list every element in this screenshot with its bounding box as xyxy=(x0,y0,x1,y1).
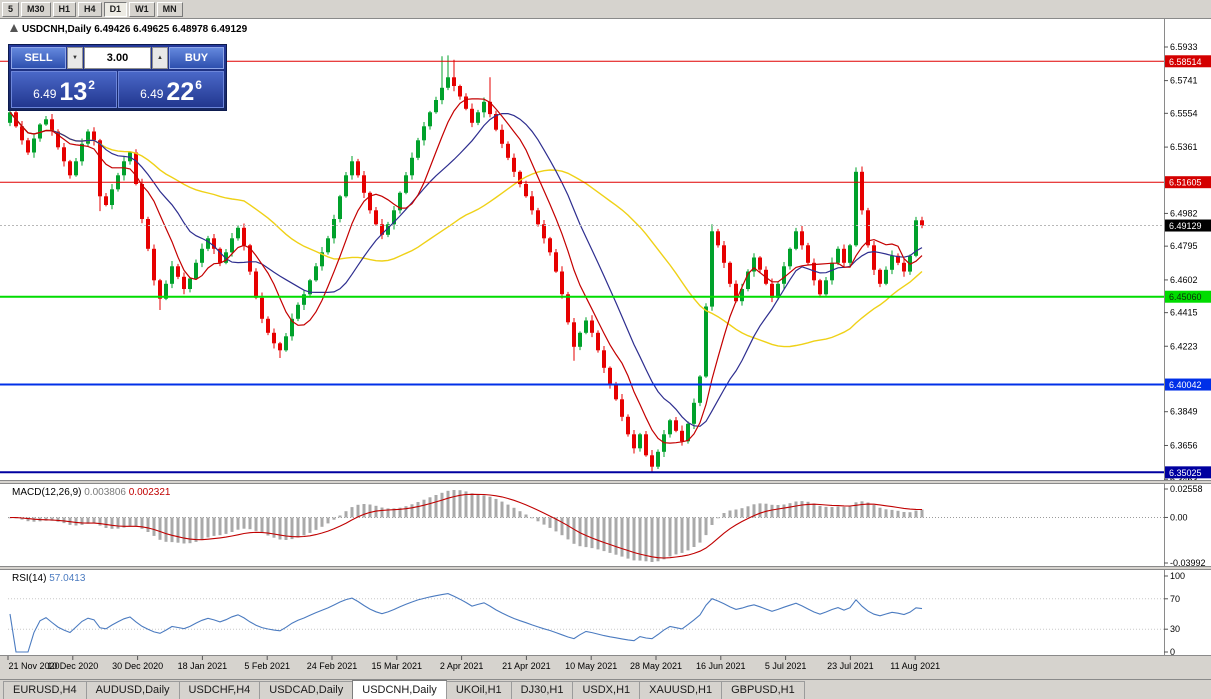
time-axis[interactable] xyxy=(0,655,1211,679)
volume-increase-button[interactable]: ▲ xyxy=(152,47,168,69)
svg-text:6.58514: 6.58514 xyxy=(1169,57,1202,67)
tab-usdchf-h4[interactable]: USDCHF,H4 xyxy=(178,681,261,699)
date-label: 28 May 2021 xyxy=(630,661,682,671)
date-label: 10 Dec 2020 xyxy=(47,661,98,671)
rsi-axis-label: 30 xyxy=(1170,624,1180,634)
rsi-label: RSI(14) 57.0413 xyxy=(12,573,86,584)
macd-histogram xyxy=(8,490,924,562)
date-label: 15 Mar 2021 xyxy=(372,661,423,671)
svg-text:6.51605: 6.51605 xyxy=(1169,178,1202,188)
tab-usdcnh-daily[interactable]: USDCNH,Daily xyxy=(352,680,447,699)
buy-button[interactable]: BUY xyxy=(169,47,224,69)
date-label: 24 Feb 2021 xyxy=(307,661,358,671)
price-tick-label: 6.5361 xyxy=(1170,142,1198,152)
price-tick-label: 6.5554 xyxy=(1170,108,1198,118)
macd-axis-label: -0.03992 xyxy=(1170,558,1206,568)
level-label-6.35025 xyxy=(1165,466,1211,479)
ma-line-mid-navy xyxy=(9,111,923,427)
volume-input[interactable]: 3.00 xyxy=(84,47,151,69)
tab-gbpusd-h1[interactable]: GBPUSD,H1 xyxy=(721,681,805,699)
level-label-6.51605 xyxy=(1165,176,1211,189)
bid-price-display[interactable]: 6.49 13 2 xyxy=(11,71,117,108)
date-label: 10 May 2021 xyxy=(565,661,617,671)
chart-title-icon xyxy=(10,24,18,32)
volume-decrease-button[interactable]: ▼ xyxy=(67,47,83,69)
ask-price-display[interactable]: 6.49 22 6 xyxy=(118,71,224,108)
bid-price-point: 2 xyxy=(88,78,95,92)
tab-ukoil-h1[interactable]: UKOil,H1 xyxy=(445,681,512,699)
trade-panel-controls: SELL ▼ 3.00 ▲ BUY xyxy=(11,47,224,69)
svg-text:6.35025: 6.35025 xyxy=(1169,468,1202,478)
timeframe-button-h1[interactable]: H1 xyxy=(52,1,77,17)
date-label: 5 Jul 2021 xyxy=(765,661,807,671)
candles-layer xyxy=(8,55,924,473)
timeframe-button-mn[interactable]: MN xyxy=(156,1,183,17)
separator-main-macd[interactable] xyxy=(0,480,1211,484)
tab-eurusd-h4[interactable]: EURUSD,H4 xyxy=(3,681,87,699)
tab-usdx-h1[interactable]: USDX,H1 xyxy=(572,681,641,699)
macd-axis-label: 0.02558 xyxy=(1170,484,1203,494)
ask-price-prefix: 6.49 xyxy=(140,87,164,101)
date-label: 23 Jul 2021 xyxy=(827,661,874,671)
price-tick-label: 6.4415 xyxy=(1170,308,1198,318)
ma-line-slow-yellow xyxy=(9,111,923,348)
price-tick-label: 6.4982 xyxy=(1170,208,1198,218)
svg-text:6.49129: 6.49129 xyxy=(1169,221,1202,231)
chart-title: USDCNH,Daily 6.49426 6.49625 6.48978 6.4… xyxy=(22,24,248,35)
date-label: 5 Feb 2021 xyxy=(244,661,290,671)
timeframe-button-d1[interactable]: D1 xyxy=(103,1,128,17)
level-label-6.58514 xyxy=(1165,55,1211,68)
ask-price-pips: 22 xyxy=(166,78,195,106)
chart-tabs: EURUSD,H4 AUDUSD,Daily USDCHF,H4 USDCAD,Dai… xyxy=(0,679,1211,699)
macd-signal-line xyxy=(9,493,923,559)
level-label-6.40042 xyxy=(1165,378,1211,391)
price-tick-label: 6.5741 xyxy=(1170,76,1198,86)
price-tick-label: 6.4795 xyxy=(1170,241,1198,251)
price-axis[interactable]: 6.5933 6.5741 6.5554 6.5361 6.4982 6.4795 6.46… xyxy=(1164,42,1211,484)
bid-price-prefix: 6.49 xyxy=(33,87,57,101)
date-label: 2 Apr 2021 xyxy=(440,661,484,671)
tab-usdcad-daily[interactable]: USDCAD,Daily xyxy=(259,681,354,699)
chevron-up-icon: ▲ xyxy=(157,55,163,61)
chevron-down-icon: ▼ xyxy=(72,55,78,61)
date-label: 21 Apr 2021 xyxy=(502,661,551,671)
trade-panel-quotes: 6.49 13 2 6.49 22 6 xyxy=(11,71,224,108)
timeframe-button-h4[interactable]: H4 xyxy=(78,1,102,17)
date-label: 16 Jun 2021 xyxy=(696,661,746,671)
rsi-axis-label: 70 xyxy=(1170,594,1180,604)
price-tick-label: 6.5933 xyxy=(1170,42,1198,52)
one-click-trading-panel: SELL ▼ 3.00 ▲ BUY 6.49 13 2 6.49 22 6 xyxy=(8,44,227,111)
rsi-axis-label: 0 xyxy=(1170,647,1175,657)
date-label: 11 Aug 2021 xyxy=(890,661,940,671)
date-label: 30 Dec 2020 xyxy=(112,661,163,671)
svg-text:6.40042: 6.40042 xyxy=(1169,380,1202,390)
price-tick-label: 6.3849 xyxy=(1170,407,1198,417)
date-label: 18 Jan 2021 xyxy=(178,661,228,671)
rsi-line xyxy=(9,593,923,653)
bid-price-pips: 13 xyxy=(59,78,88,106)
price-tick-label: 6.3463 xyxy=(1170,474,1198,484)
svg-text:6.45060: 6.45060 xyxy=(1169,292,1202,302)
level-label-6.45060 xyxy=(1165,290,1211,303)
date-label: 21 Nov 2020 xyxy=(8,661,59,671)
price-tick-label: 6.4223 xyxy=(1170,341,1198,351)
tab-xauusd-h1[interactable]: XAUUSD,H1 xyxy=(639,681,723,699)
separator-macd-rsi[interactable] xyxy=(0,566,1211,570)
macd-label: MACD(12,26,9) 0.003806 0.002321 xyxy=(12,487,171,498)
timeframe-toolbar: 5 M30 H1 H4 D1 W1 MN xyxy=(0,0,1211,18)
timeframe-button-5[interactable]: 5 xyxy=(2,1,20,17)
tab-audusd-daily[interactable]: AUDUSD,Daily xyxy=(85,681,180,699)
timeframe-button-m30[interactable]: M30 xyxy=(21,1,51,17)
ma-line-fast-red xyxy=(9,98,923,444)
tab-dj30-h1[interactable]: DJ30,H1 xyxy=(510,681,574,699)
price-tick-label: 6.4602 xyxy=(1170,275,1198,285)
timeframe-button-w1[interactable]: W1 xyxy=(129,1,155,17)
current-price-label xyxy=(1165,219,1211,232)
macd-axis-label: 0.00 xyxy=(1170,512,1188,522)
price-tick-label: 6.3656 xyxy=(1170,440,1198,450)
rsi-axis-label: 100 xyxy=(1170,571,1185,581)
ask-price-point: 6 xyxy=(195,78,202,92)
sell-button[interactable]: SELL xyxy=(11,47,66,69)
